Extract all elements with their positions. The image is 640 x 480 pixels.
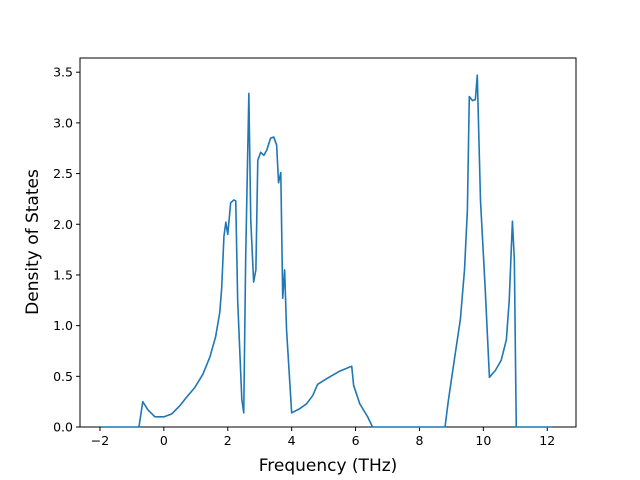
x-tick-label: 10 [475, 433, 491, 448]
x-tick-label: 2 [224, 433, 232, 448]
y-tick-label: 1.5 [53, 267, 73, 282]
x-tick-label: 12 [539, 433, 555, 448]
y-tick-label: 1.0 [53, 318, 73, 333]
x-tick-label: 4 [288, 433, 296, 448]
dos-line [101, 74, 553, 428]
x-axis-label: Frequency (THz) [259, 456, 398, 476]
plot-frame [79, 57, 577, 428]
y-tick-label: 2.5 [53, 166, 73, 181]
y-tick-label: 0.5 [53, 369, 73, 384]
y-tick-label: 0.0 [53, 420, 73, 435]
x-tick-label: 0 [160, 433, 168, 448]
x-tick-label: 8 [415, 433, 423, 448]
y-tick-label: 2.0 [53, 217, 73, 232]
x-tick-label: 6 [352, 433, 360, 448]
y-tick-label: 3.5 [53, 65, 73, 80]
y-tick-label: 3.0 [53, 115, 73, 130]
y-axis-label: Density of States [23, 169, 43, 315]
x-tick-label: −2 [91, 433, 109, 448]
